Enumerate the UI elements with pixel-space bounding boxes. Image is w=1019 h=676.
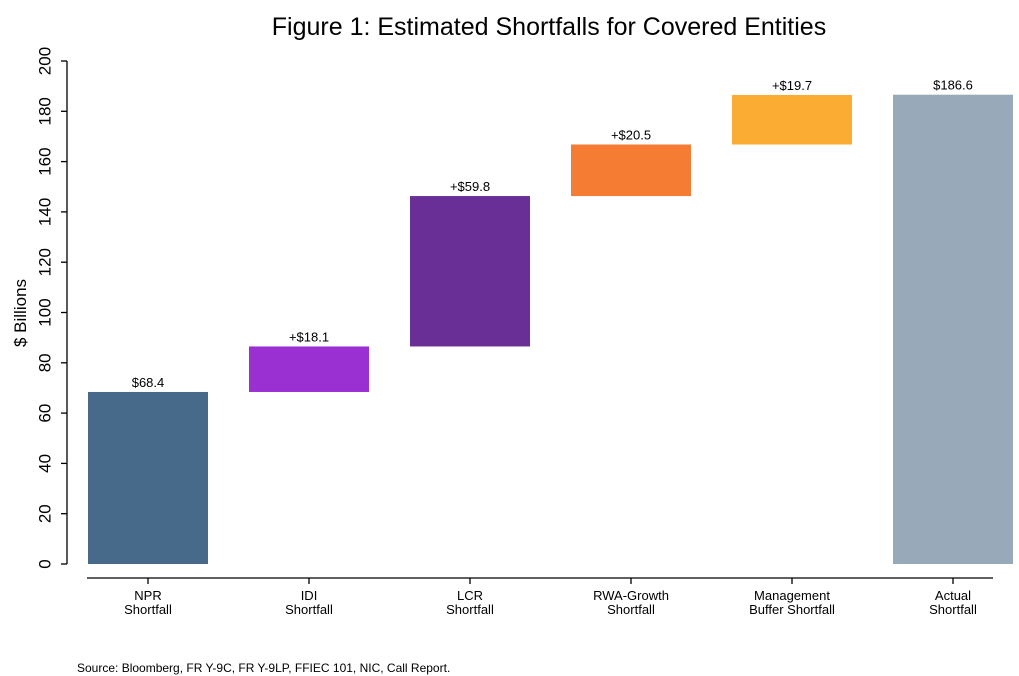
bar — [410, 196, 530, 347]
x-tick-label: RWA-Growth — [593, 588, 669, 603]
data-label: $186.6 — [933, 78, 973, 93]
y-tick-label: 20 — [36, 504, 55, 523]
x-tick-label: Shortfall — [285, 602, 333, 617]
data-label: +$18.1 — [289, 329, 329, 344]
y-tick-label: 140 — [36, 198, 55, 226]
x-tick-label: Actual — [935, 588, 971, 603]
source-note: Source: Bloomberg, FR Y-9C, FR Y-9LP, FF… — [77, 661, 450, 675]
x-tick-label: Buffer Shortfall — [749, 602, 835, 617]
x-tick-label: Management — [754, 588, 830, 603]
x-tick-label: Shortfall — [446, 602, 494, 617]
y-tick-label: 40 — [36, 454, 55, 473]
chart-title: Figure 1: Estimated Shortfalls for Cover… — [272, 13, 826, 41]
y-tick-label: 120 — [36, 248, 55, 276]
bar — [893, 94, 1013, 565]
y-tick-label: 160 — [36, 147, 55, 175]
y-tick-label: 60 — [36, 404, 55, 423]
data-labels: $68.4 +$18.1 +$59.8 +$20.5 +$19.7 $186.6 — [132, 78, 973, 390]
y-tick-label: 80 — [36, 353, 55, 372]
bar — [88, 391, 208, 564]
bars — [88, 94, 1013, 565]
data-label: +$19.7 — [772, 78, 812, 93]
data-label: +$20.5 — [611, 127, 651, 142]
y-tick-label: 180 — [36, 97, 55, 125]
x-tick-label: LCR — [457, 588, 483, 603]
y-tick-label: 200 — [36, 47, 55, 75]
bar — [249, 346, 369, 392]
x-tick-label: Shortfall — [124, 602, 172, 617]
data-label: $68.4 — [132, 375, 165, 390]
x-axis: NPRShortfallIDIShortfallLCRShortfallRWA-… — [87, 577, 993, 617]
x-tick-label: Shortfall — [607, 602, 655, 617]
y-axis: 0 20 40 60 80 100 120 140 160 180 200 — [36, 47, 68, 569]
x-tick-label: Shortfall — [929, 602, 977, 617]
bar — [571, 144, 691, 197]
x-tick-label: IDI — [301, 588, 318, 603]
y-tick-label: 0 — [36, 559, 55, 568]
y-axis-label: $ Billions — [11, 279, 30, 347]
bar — [732, 94, 852, 145]
y-tick-label: 100 — [36, 298, 55, 326]
x-tick-label: NPR — [134, 588, 161, 603]
data-label: +$59.8 — [450, 179, 490, 194]
